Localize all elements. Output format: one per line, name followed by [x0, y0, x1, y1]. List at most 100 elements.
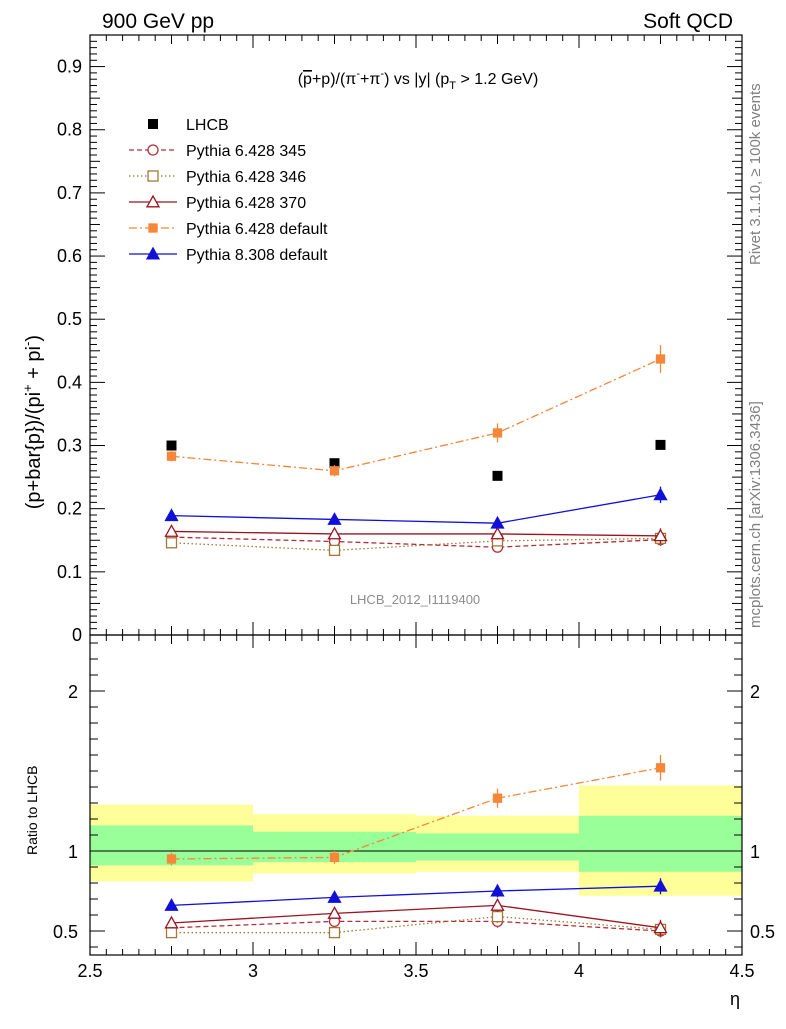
ratio-y-tick-label-right-2: 2 — [750, 682, 760, 702]
ratio-band-green-3 — [579, 815, 742, 872]
x-tick-label-2: 3.5 — [403, 961, 428, 981]
main-series-3-point-2 — [490, 526, 505, 540]
main-series-5-point-2 — [490, 515, 505, 529]
main-series-0-point-0 — [166, 440, 177, 451]
main-series-3 — [164, 524, 668, 544]
main-series-0-point-1 — [329, 458, 340, 469]
main-series-5-line — [171, 494, 661, 524]
main-y-tick-label-3: 0.3 — [57, 436, 82, 456]
rivet-label: Rivet 3.1.10, ≥ 100k events — [747, 83, 764, 265]
main-series-5-point-3 — [653, 487, 668, 501]
legend-entry-1: Pythia 6.428 345 — [129, 143, 306, 160]
x-tick-label-4: 4.5 — [729, 961, 754, 981]
x-tick-label-0: 2.5 — [77, 961, 102, 981]
title-part-pbar: p — [303, 71, 312, 88]
header-right: Soft QCD — [643, 10, 733, 33]
ratio-uncertainty-bands — [90, 785, 742, 896]
ratio-series-1 — [165, 910, 667, 939]
ratio-series-3-point-1 — [329, 852, 340, 863]
main-series-3-point-0 — [164, 524, 179, 537]
main-series-4-point-2 — [492, 428, 503, 438]
analysis-reference: LHCB_2012_I1119400 — [350, 592, 480, 607]
plot-title: (p+p)/(π-+π-) vs |y| (pT > 1.2 GeV) — [298, 68, 539, 92]
legend-entry-0: LHCB — [148, 117, 229, 134]
main-y-tick-label-1: 0.1 — [57, 562, 82, 582]
main-y-axis-label: (p+bar{p})/(pi+ + pi-) — [20, 335, 45, 509]
ratio-y-tick-labels-right: 0.5 1 2 — [750, 682, 775, 942]
ylabel-sup1: + — [20, 384, 35, 392]
main-series-5-point-0 — [164, 508, 179, 522]
ratio-series-1-line — [171, 915, 661, 934]
main-series-4-point-0 — [166, 451, 177, 461]
main-y-tick-label-4: 0.4 — [57, 372, 82, 392]
ratio-series-2-point-3 — [653, 920, 668, 934]
ratio-series-4-point-1 — [327, 890, 342, 903]
ratio-series-3-point-0 — [166, 854, 177, 864]
legend-marker-3 — [145, 194, 161, 208]
main-series-0-point-3 — [655, 439, 666, 450]
ratio-band-green-2 — [416, 833, 579, 861]
ratio-series-4 — [164, 878, 668, 911]
legend-label-4: Pythia 6.428 default — [186, 221, 328, 238]
main-series-3-point-1 — [327, 526, 342, 540]
ratio-axis-ticks — [89, 635, 743, 955]
main-series-2-point-0 — [165, 537, 178, 549]
x-axis-label: η — [730, 989, 740, 1009]
main-y-tick-label-0: 0 — [72, 625, 82, 645]
main-series-5-point-1 — [327, 512, 342, 525]
ratio-series-2-point-0 — [164, 915, 179, 929]
main-series-4-line — [171, 358, 661, 472]
main-y-tick-label-9: 0.9 — [57, 57, 82, 77]
ratio-series-1-point-2 — [491, 910, 504, 923]
ratio-series-2-point-1 — [327, 906, 342, 919]
ratio-series-1-point-0 — [165, 926, 178, 939]
main-series-4-point-3 — [655, 354, 666, 364]
main-y-tick-label-6: 0.6 — [57, 246, 82, 266]
title-part-mid: +p)/(π — [312, 71, 356, 88]
legend-label-0: LHCB — [186, 117, 229, 134]
main-series-3-point-3 — [653, 528, 668, 542]
x-tick-label-3: 4 — [574, 961, 584, 981]
legend-label-3: Pythia 6.428 370 — [186, 195, 306, 212]
title-part-tail: > 1.2 GeV) — [456, 71, 538, 88]
legend-label-1: Pythia 6.428 345 — [186, 143, 306, 160]
x-tick-label-1: 3 — [248, 961, 258, 981]
main-series-5 — [164, 486, 668, 529]
legend-entry-5: Pythia 8.308 default — [129, 246, 328, 264]
ylabel-end: ) — [23, 335, 45, 342]
ratio-series-3 — [166, 755, 666, 866]
ratio-series-3-line — [171, 767, 661, 860]
legend-marker-2 — [147, 170, 159, 182]
ratio-y-tick-label-1: 1 — [68, 842, 78, 862]
ratio-y-tick-label-right-0: 0.5 — [750, 922, 775, 942]
main-series-3-line — [171, 530, 661, 537]
legend: LHCB Pythia 6.428 345 Pythia 6.428 346 Pyth… — [129, 117, 328, 264]
ylabel-sup2: - — [20, 342, 35, 346]
legend-entry-4: Pythia 6.428 default — [129, 221, 328, 238]
ratio-y-tick-label-2: 2 — [68, 682, 78, 702]
mcplots-label: mcplots.cern.ch [arXiv:1306.3436] — [747, 401, 764, 628]
legend-label-2: Pythia 6.428 346 — [186, 169, 306, 186]
ylabel-main: (p+bar{p})/(pi — [23, 392, 45, 509]
title-part-sub: T — [449, 80, 456, 92]
ratio-series-3-point-3 — [655, 763, 666, 773]
main-series-group — [164, 345, 668, 557]
legend-marker-4 — [148, 223, 158, 233]
ratio-series-4-line — [171, 885, 661, 907]
main-series-2-line — [171, 537, 661, 552]
ylabel-mid: + pi — [23, 346, 45, 384]
legend-entry-2: Pythia 6.428 346 — [129, 169, 306, 186]
title-part-open: ( — [298, 71, 304, 88]
main-y-tick-label-2: 0.2 — [57, 499, 82, 519]
legend-entry-3: Pythia 6.428 370 — [129, 194, 306, 212]
main-y-tick-labels: 0 0.1 0.2 0.3 0.4 0.5 0.6 0.7 0.8 0.9 — [57, 57, 82, 645]
ratio-series-2-line — [171, 904, 661, 929]
title-part-minus: - — [356, 68, 360, 80]
ratio-series-4-point-0 — [164, 898, 179, 911]
main-series-2-point-1 — [328, 544, 341, 557]
legend-marker-5 — [145, 246, 161, 260]
ratio-series-0-line — [171, 920, 661, 932]
title-part-rest: ) vs |y| (p — [384, 71, 449, 88]
